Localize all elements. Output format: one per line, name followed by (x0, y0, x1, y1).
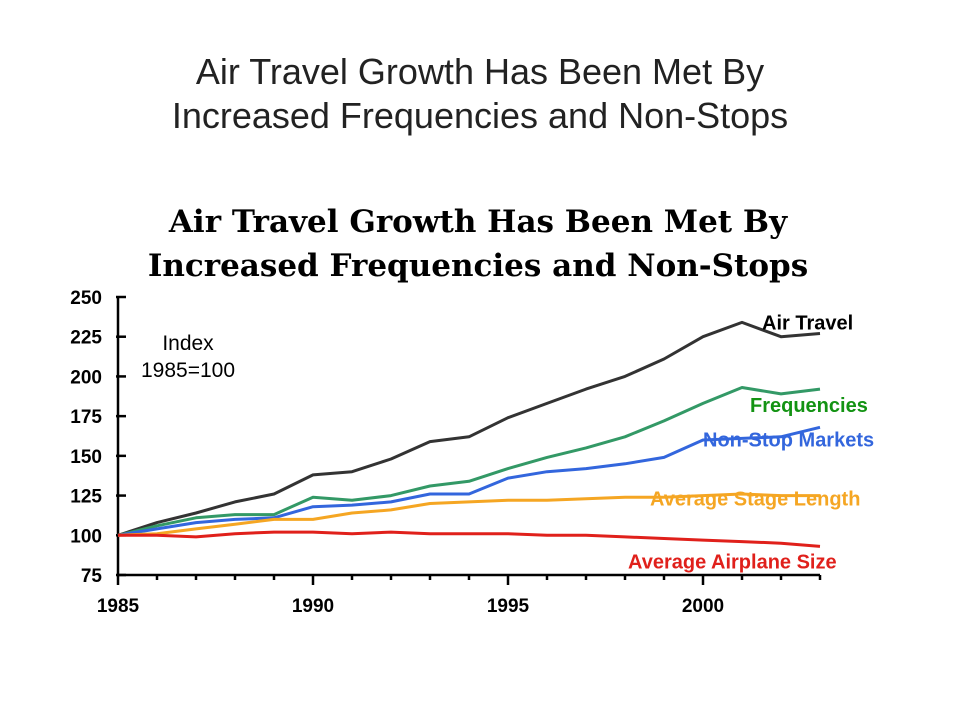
series-label: Average Stage Length (650, 489, 860, 511)
axes: 75 100 125 150 175 200 225 250 1985 1990 1995 2000 (70, 288, 822, 617)
series-label: Non-Stop Markets (703, 429, 874, 451)
series-line (118, 530, 821, 548)
y-tick-label: 150 (70, 447, 102, 468)
y-tick-label: 250 (70, 288, 102, 309)
series-label: Average Airplane Size (628, 551, 837, 573)
y-tick-label: 225 (70, 328, 102, 349)
series-line (117, 492, 820, 537)
y-tick-label: 175 (70, 407, 102, 428)
series-line (117, 425, 821, 537)
y-tick-label: 125 (70, 487, 102, 508)
chart-title-line1: Air Travel Growth Has Been Met By (168, 204, 788, 240)
slide-title: Air Travel Growth Has Been Met By Increa… (0, 50, 960, 138)
x-tick-label: 1995 (487, 596, 530, 617)
slide-title-line1: Air Travel Growth Has Been Met By (195, 51, 765, 92)
chart-title-line2: Increased Frequencies and Non-Stops (148, 248, 808, 284)
index-annotation-line1: Index (162, 332, 214, 355)
series-label: Air Travel (762, 313, 853, 335)
slide-title-line2: Increased Frequencies and Non-Stops (171, 95, 789, 136)
x-tick-label: 2000 (682, 596, 724, 617)
series-label: Frequencies (750, 395, 868, 417)
y-tick-label: 200 (70, 367, 102, 388)
y-tick-label: 100 (70, 526, 102, 547)
index-annotation-line2: 1985=100 (141, 359, 235, 382)
series-line (117, 320, 821, 537)
series-line (117, 386, 821, 537)
x-tick-label: 1990 (292, 596, 334, 617)
y-tick-label: 75 (81, 566, 103, 587)
series-labels: Air Travel Frequencies Non-Stop Markets Ave… (628, 313, 874, 574)
plot-area (117, 320, 821, 548)
x-tick-label: 1985 (97, 596, 140, 617)
